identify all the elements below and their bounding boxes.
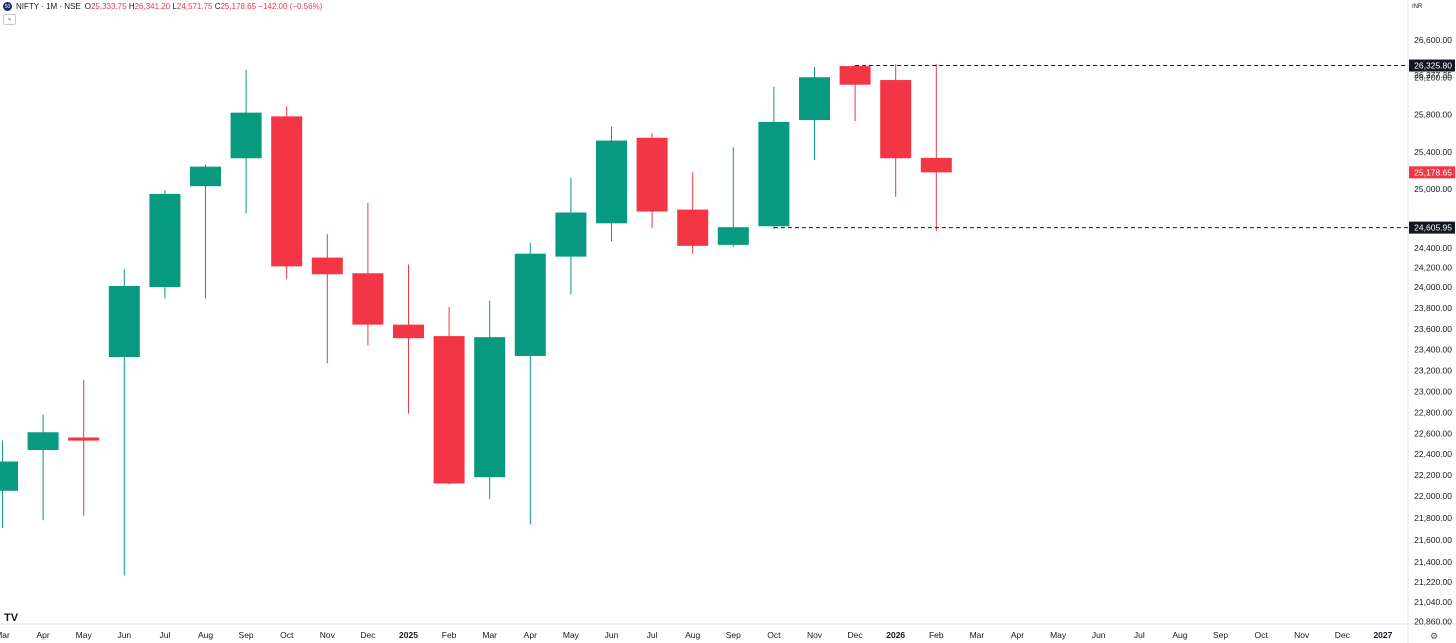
- time-tick-label: Oct: [1254, 630, 1268, 640]
- level-price-badge: [1409, 59, 1455, 72]
- candle-body: [758, 121, 790, 227]
- price-tick-label: 24,000.00: [1414, 282, 1452, 292]
- candle-body: [311, 257, 343, 275]
- last-price-text: 25,178.65: [1414, 167, 1452, 177]
- time-tick-label: Nov: [1294, 630, 1310, 640]
- price-tick-label: 22,200.00: [1414, 470, 1452, 480]
- candle-body: [677, 209, 709, 246]
- price-tick-label: 25,400.00: [1414, 147, 1452, 157]
- price-tick-label: 23,200.00: [1414, 366, 1452, 376]
- price-tick-label: 26,200.00: [1414, 72, 1452, 82]
- time-tick-label: May: [76, 630, 93, 640]
- candle-body: [68, 437, 100, 441]
- price-tick-label: 23,600.00: [1414, 324, 1452, 334]
- time-tick-label: Jul: [1134, 630, 1145, 640]
- price-tick-label: 21,400.00: [1414, 557, 1452, 567]
- time-tick-label: Jul: [647, 630, 658, 640]
- time-tick-label: Nov: [320, 630, 336, 640]
- chart-legend: 50 NIFTY · 1M · NSE O25,333.75 H26,341.2…: [3, 2, 322, 11]
- candle-body: [474, 337, 506, 478]
- time-tick-label: Sep: [726, 630, 741, 640]
- time-tick-label: Dec: [1335, 630, 1351, 640]
- price-tick-label: 22,800.00: [1414, 407, 1452, 417]
- price-tick-label: 21,600.00: [1414, 535, 1452, 545]
- collapse-legend-button[interactable]: ⌄: [3, 14, 16, 25]
- candle-body: [799, 77, 830, 121]
- time-tick-label: Apr: [36, 630, 49, 640]
- level-price-badge: [1409, 221, 1455, 234]
- level-price-text: 24,605.95: [1414, 223, 1452, 233]
- candle-body: [555, 212, 587, 257]
- time-tick-label: Aug: [198, 630, 213, 640]
- price-tick-label: 26,600.00: [1414, 35, 1452, 45]
- candle-body: [352, 273, 384, 325]
- candle-body: [190, 166, 221, 187]
- time-tick-label: 2027: [1373, 630, 1392, 640]
- time-tick-label: Jun: [1092, 630, 1106, 640]
- price-tick-label: 25,800.00: [1414, 110, 1452, 120]
- time-tick-label: Apr: [1011, 630, 1024, 640]
- time-tick-label: Jun: [117, 630, 131, 640]
- candle-body: [839, 66, 871, 85]
- price-tick-label: 23,800.00: [1414, 303, 1452, 313]
- time-tick-label: Mar: [970, 630, 985, 640]
- candle-body: [514, 253, 546, 356]
- gear-icon[interactable]: ⚙: [1430, 631, 1439, 641]
- price-tick-label: 22,400.00: [1414, 449, 1452, 459]
- time-tick-label: Sep: [1213, 630, 1228, 640]
- price-tick-label: 21,800.00: [1414, 513, 1452, 523]
- price-tick-label: 23,400.00: [1414, 345, 1452, 355]
- price-tick-label: 22,000.00: [1414, 491, 1452, 501]
- candle-body: [149, 193, 181, 287]
- candle-body: [393, 324, 424, 339]
- price-tick-label: 24,200.00: [1414, 262, 1452, 272]
- price-tick-label: 25,000.00: [1414, 184, 1452, 194]
- time-tick-label: Aug: [685, 630, 700, 640]
- time-tick-label: Mar: [482, 630, 497, 640]
- candle-body: [0, 461, 18, 491]
- time-tick-label: Oct: [280, 630, 294, 640]
- time-tick-label: Dec: [848, 630, 864, 640]
- symbol-title[interactable]: NIFTY · 1M · NSE: [16, 2, 81, 11]
- nifty-logo-icon: 50: [3, 2, 12, 11]
- time-tick-label: Oct: [767, 630, 781, 640]
- candle-body: [27, 432, 59, 451]
- price-tick-label: 23,000.00: [1414, 387, 1452, 397]
- time-tick-label: Nov: [807, 630, 823, 640]
- candle-body: [717, 227, 749, 245]
- time-tick-label: Dec: [360, 630, 376, 640]
- time-tick-label: Apr: [524, 630, 537, 640]
- price-tick-label: 22,600.00: [1414, 428, 1452, 438]
- candle-body: [920, 157, 952, 173]
- time-tick-label: Jul: [159, 630, 170, 640]
- candle-body: [636, 137, 668, 212]
- price-tick-label: 20,860.00: [1414, 617, 1452, 627]
- price-label-extra: 26,277.35: [1414, 70, 1452, 80]
- price-tick-label: 21,040.00: [1414, 597, 1452, 607]
- candle-body: [108, 286, 140, 358]
- time-tick-label: May: [563, 630, 580, 640]
- time-tick-label: Feb: [929, 630, 944, 640]
- time-tick-label: Mar: [0, 630, 10, 640]
- candle-body: [271, 116, 303, 267]
- time-tick-label: Feb: [442, 630, 457, 640]
- time-tick-label: Sep: [239, 630, 254, 640]
- candle-body: [880, 80, 912, 159]
- time-tick-label: 2026: [886, 630, 905, 640]
- candle-body: [596, 140, 627, 224]
- level-price-text: 26,325.80: [1414, 61, 1452, 71]
- last-price-badge: [1409, 166, 1455, 179]
- currency-label[interactable]: INR: [1412, 4, 1423, 10]
- ohlc-values: O25,333.75 H26,341.20 L24,571.75 C25,178…: [84, 2, 323, 11]
- candle-body: [230, 112, 262, 159]
- time-tick-label: Aug: [1172, 630, 1187, 640]
- time-tick-label: May: [1050, 630, 1067, 640]
- price-tick-label: 21,220.00: [1414, 577, 1452, 587]
- tradingview-logo[interactable]: TV: [4, 612, 19, 624]
- candle-body: [433, 336, 465, 484]
- time-tick-label: 2025: [399, 630, 418, 640]
- price-tick-label: 24,400.00: [1414, 243, 1452, 253]
- time-tick-label: Jun: [605, 630, 619, 640]
